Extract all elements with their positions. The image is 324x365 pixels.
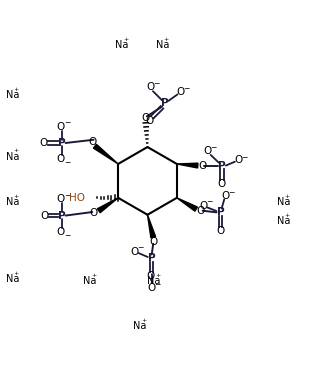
Text: P: P <box>58 138 65 148</box>
Text: P: P <box>218 161 226 170</box>
Text: HO: HO <box>69 192 85 203</box>
Text: −: − <box>228 188 235 197</box>
Text: −: − <box>64 119 70 127</box>
Text: Na: Na <box>133 321 146 331</box>
Text: Na: Na <box>115 41 129 50</box>
Text: −: − <box>154 280 161 289</box>
Text: P: P <box>58 211 65 220</box>
Text: O: O <box>89 208 98 218</box>
Text: O: O <box>56 227 64 237</box>
Text: +: + <box>164 37 169 42</box>
Text: +: + <box>156 273 161 278</box>
Text: −: − <box>137 243 144 253</box>
Text: Na: Na <box>6 197 19 207</box>
Polygon shape <box>98 198 118 213</box>
Text: Na: Na <box>6 274 19 284</box>
Text: O: O <box>56 122 64 132</box>
Text: Na: Na <box>6 91 19 100</box>
Text: +: + <box>284 213 290 218</box>
Text: O: O <box>216 226 225 236</box>
Text: −: − <box>64 191 70 200</box>
Text: O: O <box>218 179 226 189</box>
Text: Na: Na <box>276 216 290 226</box>
Text: O: O <box>146 82 155 92</box>
Text: +: + <box>284 193 290 199</box>
Text: +: + <box>14 87 19 92</box>
Text: −: − <box>153 79 159 88</box>
Text: O: O <box>56 154 64 164</box>
Text: Na: Na <box>83 276 96 286</box>
Text: O: O <box>145 116 153 126</box>
Text: Na: Na <box>276 197 290 207</box>
Text: P: P <box>161 99 169 108</box>
Text: +: + <box>123 37 129 42</box>
Polygon shape <box>177 198 197 211</box>
Text: Na: Na <box>156 41 169 50</box>
Text: O: O <box>41 211 49 220</box>
Text: Na: Na <box>147 276 161 286</box>
Text: O: O <box>221 191 230 200</box>
Text: O: O <box>147 283 156 293</box>
Text: +: + <box>141 318 146 323</box>
Text: P: P <box>148 253 156 263</box>
Text: O: O <box>177 87 185 97</box>
Text: P: P <box>216 207 224 217</box>
Text: O: O <box>40 138 48 148</box>
Text: O: O <box>197 206 205 216</box>
Text: +: + <box>14 149 19 153</box>
Text: O: O <box>131 247 139 257</box>
Polygon shape <box>177 163 198 168</box>
Text: +: + <box>14 193 19 199</box>
Polygon shape <box>93 144 118 164</box>
Text: +: + <box>91 273 96 278</box>
Text: O: O <box>146 271 155 281</box>
Text: O: O <box>198 161 206 170</box>
Text: +: + <box>14 271 19 276</box>
Text: O: O <box>204 146 212 156</box>
Text: O: O <box>235 155 243 165</box>
Text: −: − <box>210 143 217 152</box>
Text: O: O <box>142 113 150 123</box>
Text: −: − <box>183 84 190 93</box>
Text: −: − <box>64 158 70 168</box>
Text: −: − <box>241 153 248 162</box>
Polygon shape <box>147 215 156 238</box>
Text: O: O <box>150 237 158 247</box>
Text: O: O <box>56 195 64 204</box>
Text: O: O <box>88 137 97 147</box>
Text: Na: Na <box>6 152 19 162</box>
Text: O: O <box>200 201 208 211</box>
Text: −: − <box>206 197 213 207</box>
Text: −: − <box>64 231 70 240</box>
